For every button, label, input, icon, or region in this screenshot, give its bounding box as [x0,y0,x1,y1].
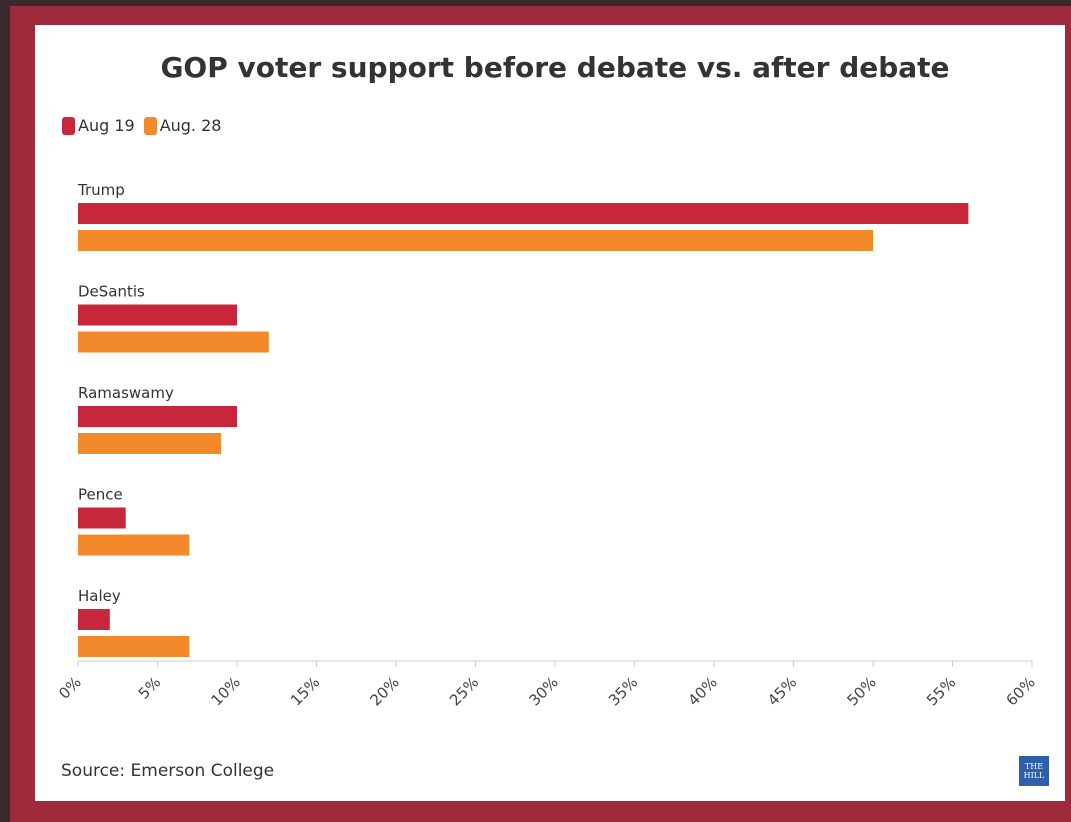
x-tick-label-5: 25% [446,673,482,709]
bar-trump-series-1 [78,203,969,224]
bar-haley-series-1 [78,609,110,630]
legend: Aug 19 Aug. 28 [62,116,223,135]
bar-pence-series-1 [78,507,126,529]
x-tick-label-8: 40% [685,673,721,709]
category-label-trump: Trump [77,181,125,199]
bar-haley-series-2 [78,636,190,657]
x-tick-label-0: 0% [55,673,85,703]
legend-label-aug19: Aug 19 [78,116,135,135]
x-tick-label-2: 10% [208,673,244,709]
bar-pence-series-2 [78,534,190,556]
legend-swatch-aug28 [143,116,157,135]
chart-title: GOP voter support before debate vs. afte… [160,51,950,84]
top-edge [0,0,1071,6]
x-tick-label-10: 50% [844,673,880,709]
the-hill-logo: THE HILL [1019,756,1049,786]
x-tick-label-7: 35% [605,673,641,709]
legend-item-aug19: Aug 19 [62,116,135,135]
legend-item-aug28: Aug. 28 [143,116,222,135]
x-tick-label-12: 60% [1003,673,1039,709]
x-tick-label-1: 5% [135,673,165,703]
left-edge [0,0,10,822]
category-label-desantis: DeSantis [78,283,145,301]
category-label-ramaswamy: Ramaswamy [78,384,174,402]
chart-card: GOP voter support before debate vs. afte… [35,25,1065,801]
bar-ramaswamy-series-1 [78,406,237,427]
bar-trump-series-2 [78,230,873,251]
bar-chart: Trump DeSantis Ramaswamy Pence Haley 0% 5% 10% 1… [55,181,1039,709]
bar-desantis-series-1 [78,304,237,326]
category-label-pence: Pence [78,486,123,504]
legend-swatch-aug19 [62,116,75,135]
category-label-haley: Haley [78,587,121,605]
x-tick-label-11: 55% [923,673,959,709]
bar-ramaswamy-series-2 [78,433,222,454]
x-tick-label-9: 45% [764,673,800,709]
x-tick-label-6: 30% [526,673,562,709]
x-tick-label-4: 20% [367,673,403,709]
source-note: Source: Emerson College [61,761,275,781]
x-tick-label-3: 15% [287,673,323,709]
legend-label-aug28: Aug. 28 [159,116,222,135]
bar-desantis-series-2 [78,331,269,353]
